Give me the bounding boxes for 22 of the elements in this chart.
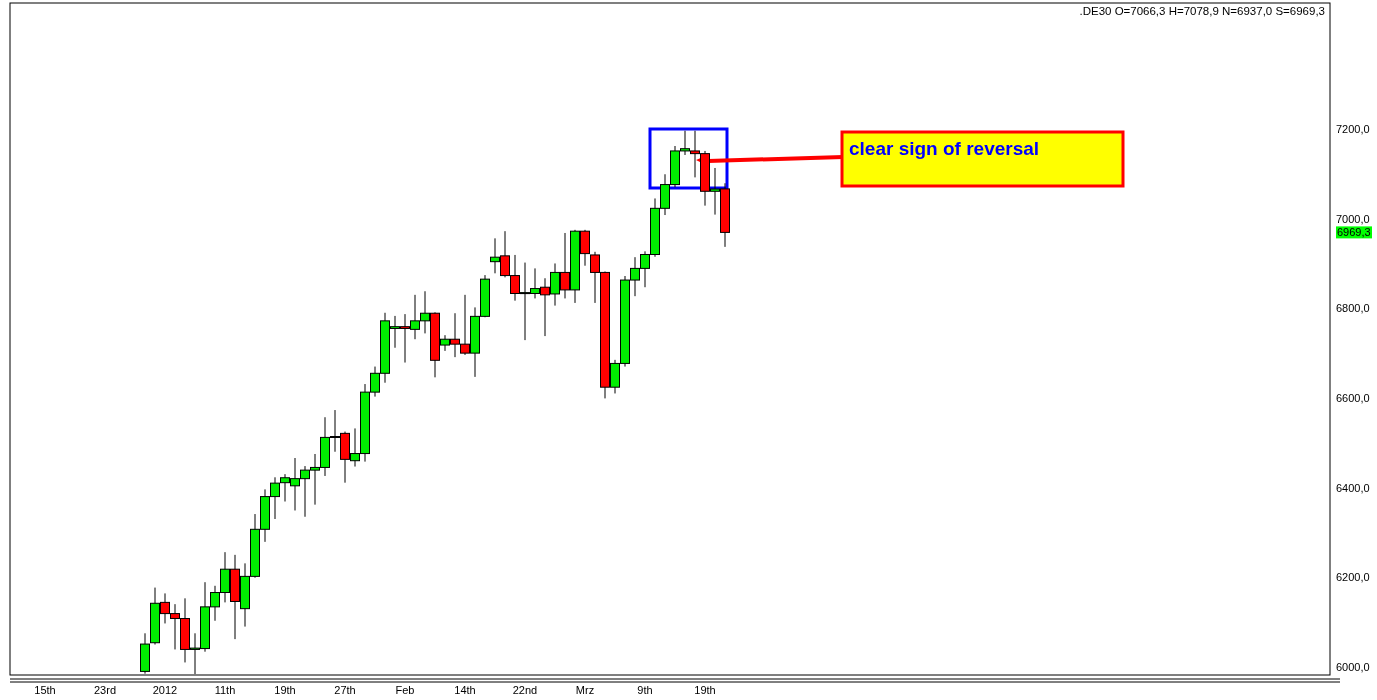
annotation: clear sign of reversal — [849, 138, 1040, 159]
y-tick-label: 6000,0 — [1336, 660, 1370, 673]
y-tick-label: 6800,0 — [1336, 302, 1370, 315]
x-tick-label: 22nd — [512, 684, 538, 696]
y-tick-label: 6200,0 — [1336, 571, 1370, 584]
x-tick-label: 11th — [214, 684, 236, 696]
y-tick-label: 7200,0 — [1336, 122, 1370, 135]
chart-title: .DE30 O=7066,3 H=7078,9 N=6937,0 S=6969,3 — [1079, 5, 1325, 17]
y-tick-label: 6400,0 — [1336, 481, 1370, 494]
x-tick-label: 23rd — [93, 684, 117, 696]
x-tick-label: 2012 — [152, 684, 178, 696]
x-tick-label: Feb — [395, 684, 415, 696]
x-tick-label: 19th — [274, 684, 296, 696]
x-tick-label: 19th — [694, 684, 716, 696]
text: 6969,3 — [1337, 226, 1371, 239]
x-tick-label: 15th — [34, 684, 56, 696]
y-tick-label: 6600,0 — [1336, 391, 1370, 404]
x-tick-label: 14th — [454, 684, 476, 696]
x-tick-label: 9th — [637, 684, 653, 696]
x-tick-label: 27th — [334, 684, 356, 696]
x-tick-label: Mrz — [575, 684, 595, 696]
y-tick-label: 7000,0 — [1336, 212, 1370, 225]
